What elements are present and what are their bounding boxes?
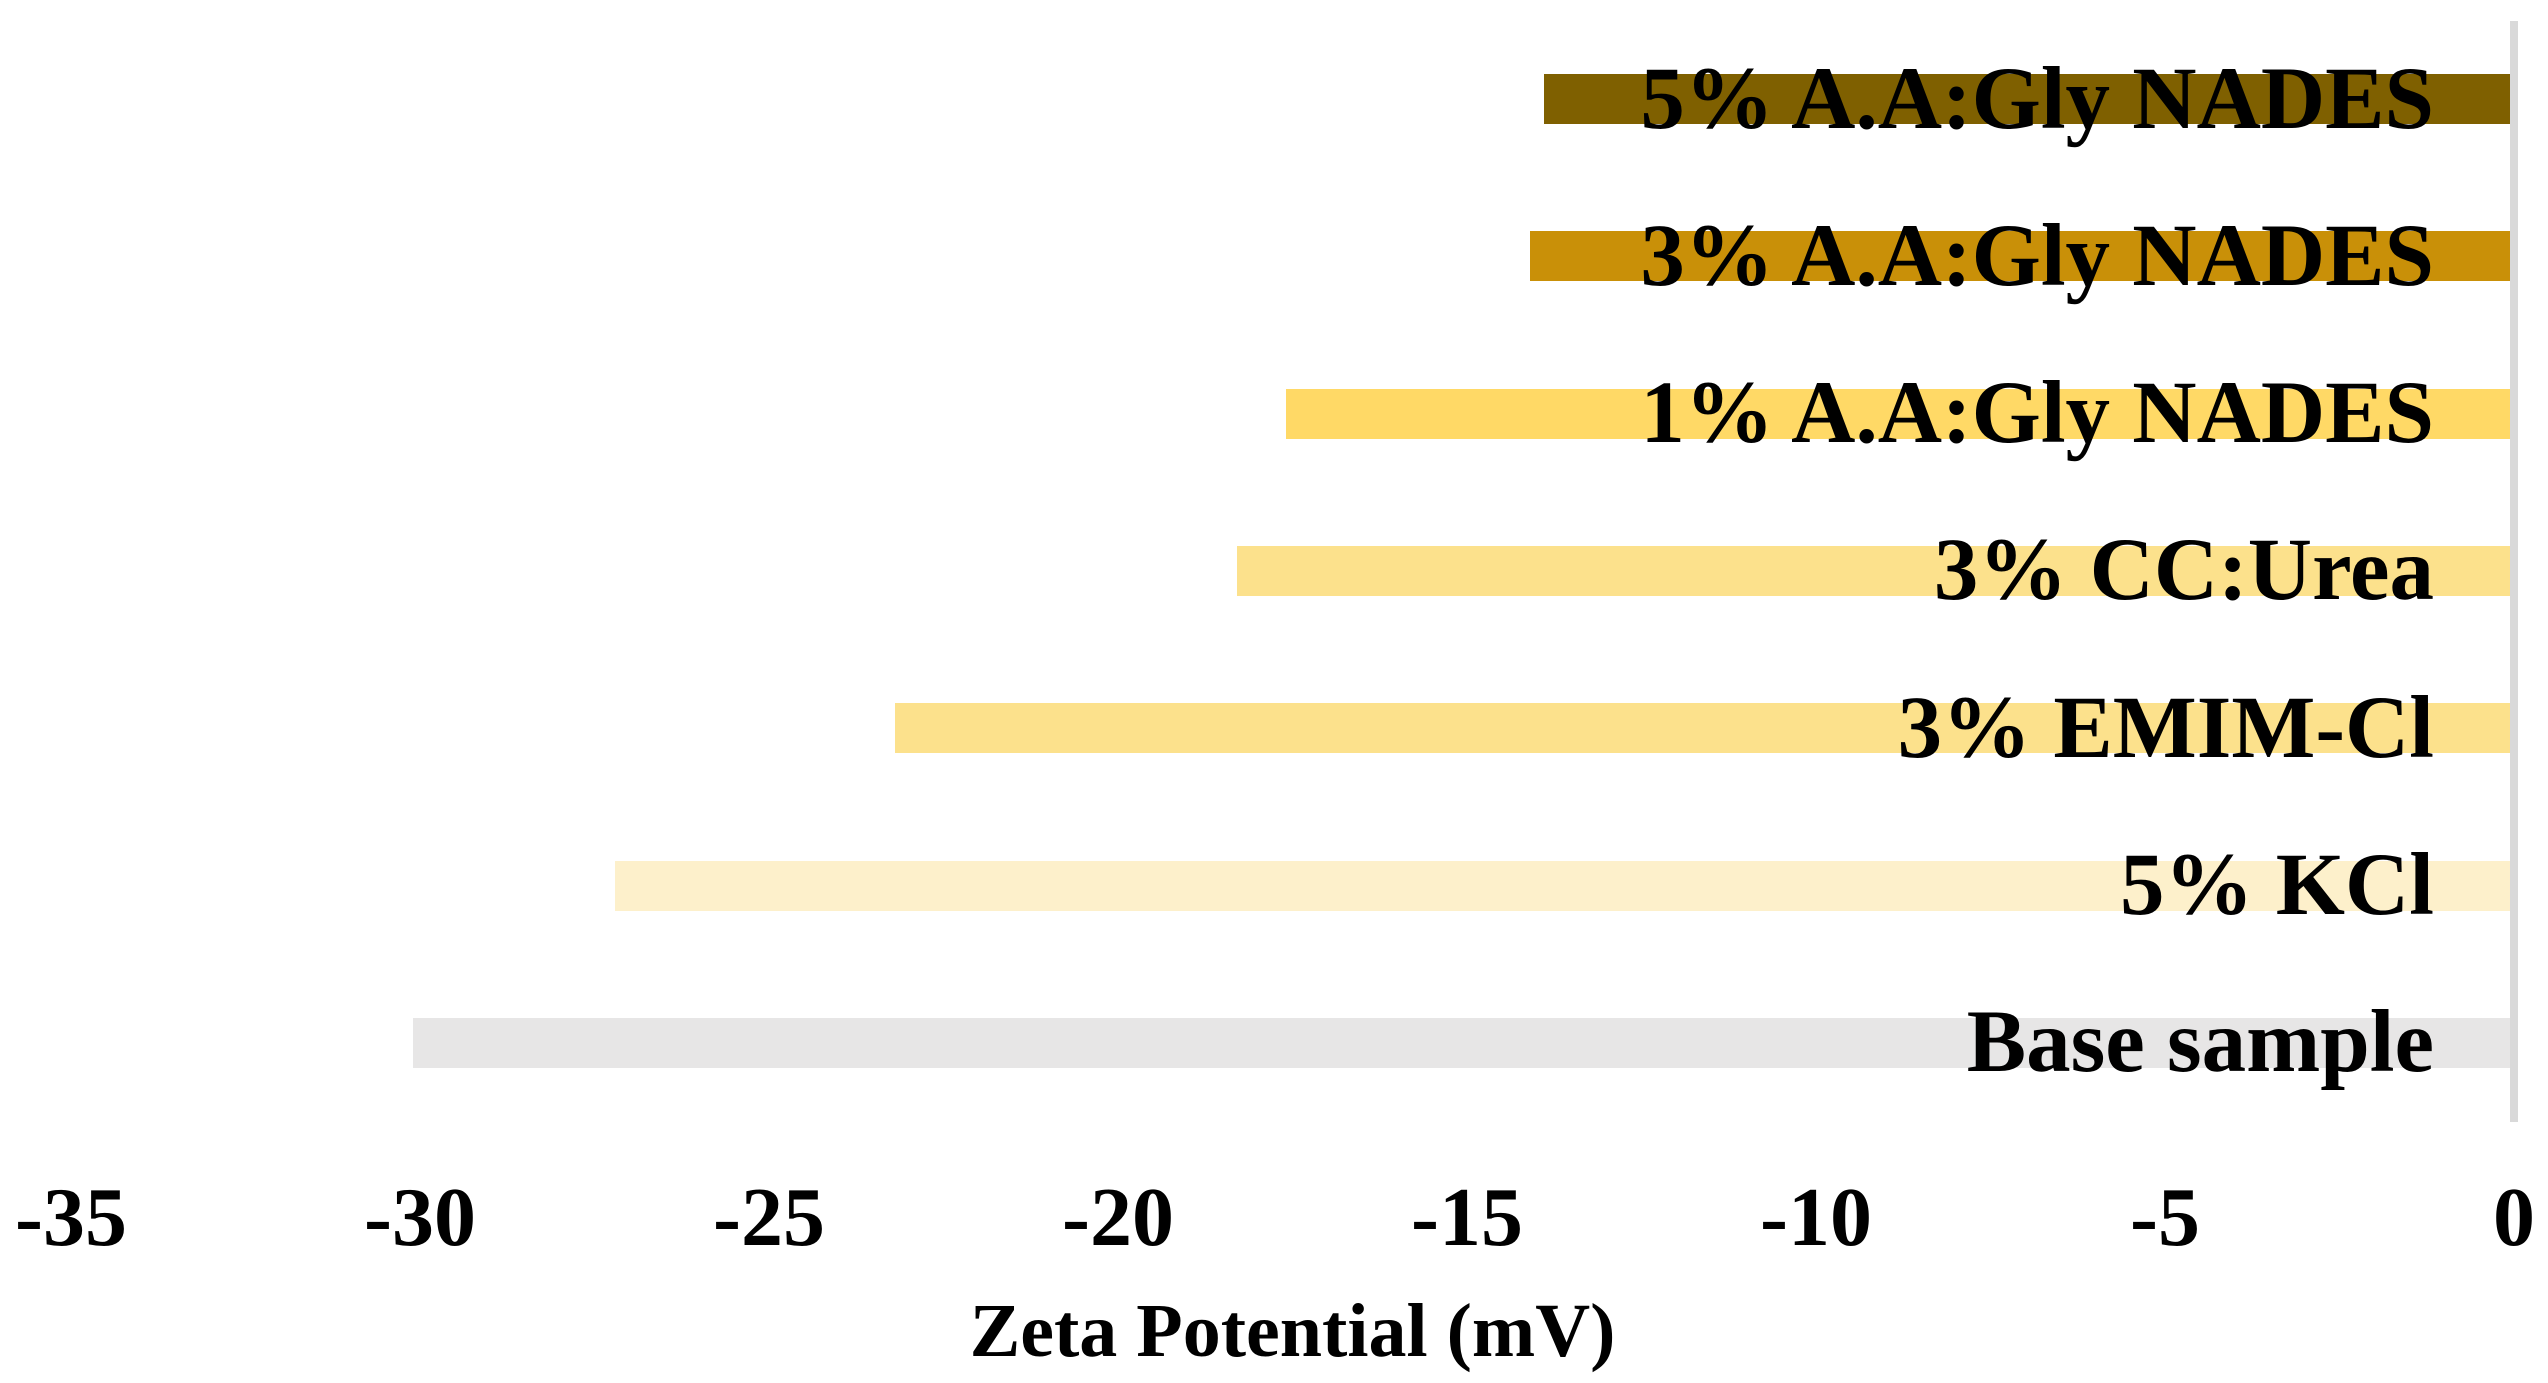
bar: 3% EMIM-Cl <box>894 683 2510 772</box>
x-tick-label: -20 <box>1062 1171 1174 1264</box>
x-tick-label: -15 <box>1411 1171 1523 1264</box>
bar-label: 3% CC:Urea <box>1933 521 2434 620</box>
bar-label: 5% KCl <box>2120 836 2434 935</box>
bar: 3% CC:Urea <box>1236 526 2510 615</box>
bar: 5% KCl <box>615 841 2510 930</box>
bar: 3% A.A:Gly NADES <box>1529 211 2510 300</box>
x-axis-title: Zeta Potential (mV) <box>969 1289 1616 1373</box>
bar: Base sample <box>413 998 2510 1087</box>
x-tick-label: -30 <box>364 1171 476 1264</box>
bar-label: 3% A.A:Gly NADES <box>1640 206 2434 305</box>
bar-label: 5% A.A:Gly NADES <box>1640 49 2434 148</box>
bar: 1% A.A:Gly NADES <box>1285 369 2510 458</box>
x-tick-label: 0 <box>2493 1171 2535 1264</box>
x-tick-label: -10 <box>1760 1171 1872 1264</box>
bar-label: 3% EMIM-Cl <box>1897 678 2434 777</box>
x-tick-label: -25 <box>713 1171 825 1264</box>
bar-label: 1% A.A:Gly NADES <box>1640 364 2434 463</box>
bar: 5% A.A:Gly NADES <box>1543 54 2510 143</box>
value-axis-line <box>2510 21 2518 1122</box>
x-tick-label: -35 <box>15 1171 127 1264</box>
x-tick-label: -5 <box>2130 1171 2200 1264</box>
bar-label: Base sample <box>1966 993 2434 1092</box>
